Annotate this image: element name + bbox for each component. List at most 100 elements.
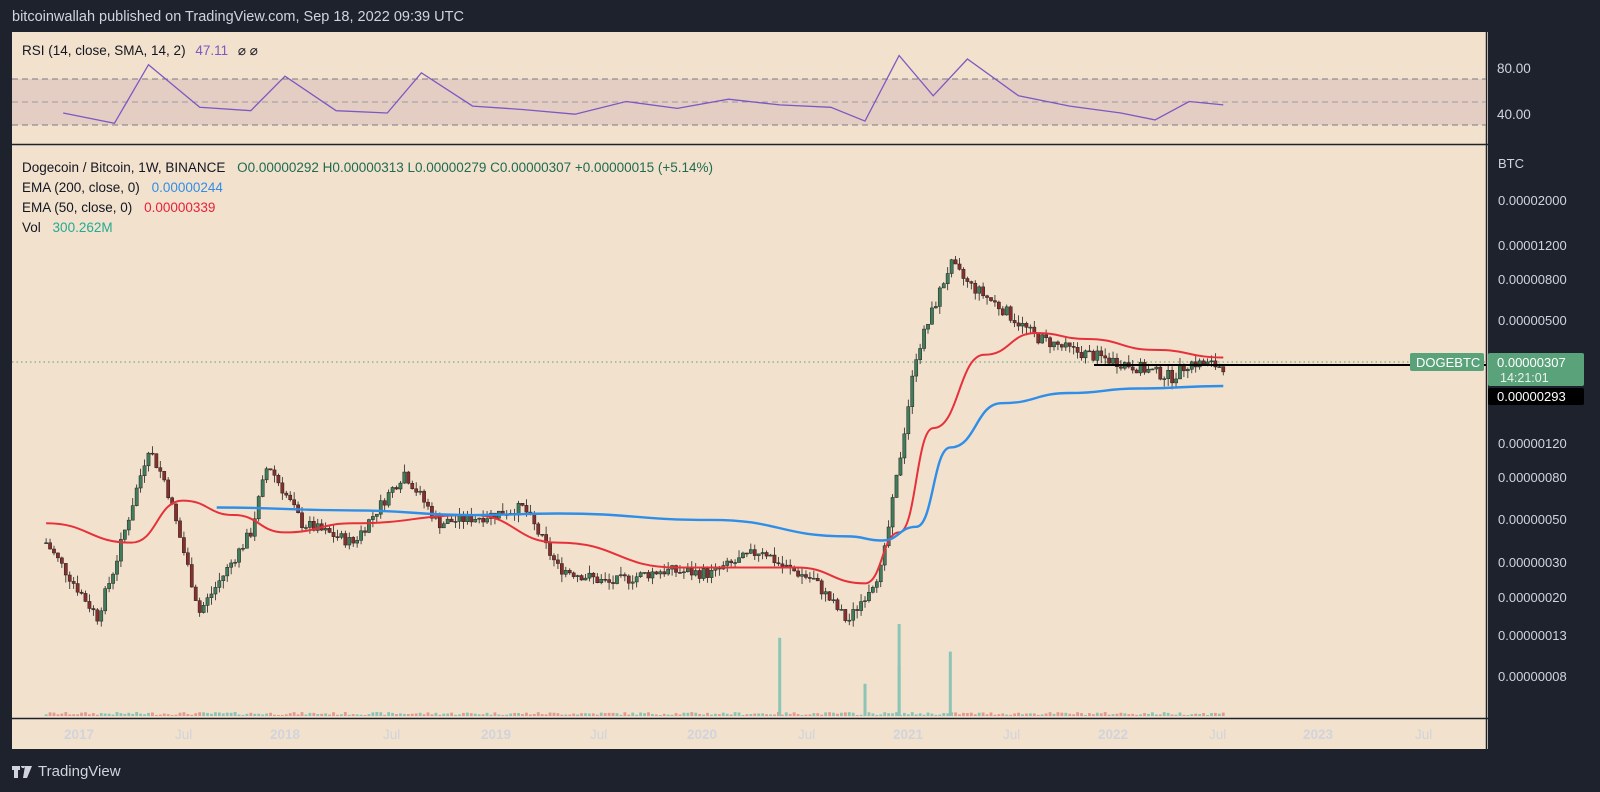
volume-bar <box>162 713 166 716</box>
candle <box>308 521 312 528</box>
candle <box>1067 342 1072 347</box>
volume-bar <box>977 712 981 716</box>
candle <box>481 517 485 523</box>
candle <box>575 575 580 577</box>
candle <box>52 548 56 554</box>
support-price: 0.00000293 <box>1497 389 1566 404</box>
volume-bar <box>1221 712 1225 716</box>
volume-bar <box>501 714 505 716</box>
candle <box>300 512 304 528</box>
volume-bar <box>552 712 556 716</box>
volume-bar <box>635 714 639 716</box>
candle <box>304 527 308 529</box>
volume-bar <box>1025 713 1028 716</box>
vol-label: Vol <box>22 220 41 235</box>
candle <box>1158 366 1163 380</box>
volume-bar <box>997 714 1001 716</box>
candle <box>398 482 403 490</box>
volume-bar <box>1127 714 1131 716</box>
volume-bar <box>623 712 627 716</box>
volume-bar <box>643 713 646 716</box>
volume-bar <box>147 712 150 716</box>
volume-bar <box>336 714 339 716</box>
volume-bar <box>241 714 245 716</box>
volume-bar <box>784 712 788 716</box>
volume-bar <box>221 713 225 716</box>
volume-bar <box>261 714 265 716</box>
volume-bar <box>906 714 910 716</box>
volume-bar <box>135 712 139 716</box>
candle <box>1170 370 1174 384</box>
candle <box>390 487 395 493</box>
candle <box>1154 366 1159 370</box>
ema50-line <box>46 331 1224 585</box>
volume-spike <box>897 665 901 716</box>
candle <box>847 619 852 622</box>
volume-bar <box>647 712 650 716</box>
candle <box>981 286 985 297</box>
candle <box>646 572 651 579</box>
volume-bar <box>847 712 851 716</box>
volume-bar <box>328 714 331 716</box>
candle <box>752 549 757 556</box>
candle <box>1028 326 1033 329</box>
candle <box>871 587 875 593</box>
ema50-value: 0.00000339 <box>144 200 216 215</box>
candle <box>745 552 749 555</box>
volume-bar <box>442 713 446 716</box>
candle <box>107 583 111 589</box>
time-tick: 2018 <box>270 727 301 742</box>
candle <box>1056 341 1060 345</box>
candle <box>922 328 926 349</box>
candle <box>130 505 135 521</box>
candle <box>941 283 946 289</box>
candle <box>536 523 541 535</box>
volume-bar <box>753 713 757 716</box>
price-tick: 0.00000008 <box>1498 669 1567 684</box>
volume-bar <box>666 714 670 716</box>
candle <box>1004 306 1009 316</box>
volume-bar <box>639 712 643 716</box>
last-price-bg <box>1488 353 1584 386</box>
candle <box>71 581 76 584</box>
volume-bar <box>1001 713 1005 716</box>
volume-bar <box>178 712 182 716</box>
candle <box>182 537 186 554</box>
candle <box>835 599 840 610</box>
volume-bar <box>296 714 300 716</box>
volume-bar <box>855 714 859 716</box>
volume-bar <box>595 714 599 716</box>
candle <box>811 577 816 580</box>
candle <box>552 555 556 561</box>
volume-bar <box>1210 712 1213 716</box>
tradingview-brand[interactable]: TradingView <box>12 763 121 780</box>
candle <box>560 563 564 575</box>
volume-bar <box>820 714 824 716</box>
candle <box>969 281 974 284</box>
volume-bar <box>839 712 843 716</box>
candle <box>339 533 344 538</box>
volume-bar <box>233 712 237 716</box>
volume-bar <box>88 714 91 716</box>
volume-bar <box>170 714 174 716</box>
candle <box>280 482 285 494</box>
volume-bar <box>556 713 560 716</box>
volume-bar <box>1174 714 1178 716</box>
volume-bar <box>958 714 961 716</box>
candle <box>75 583 80 593</box>
volume-bar <box>1028 713 1032 716</box>
volume-bar <box>95 714 99 716</box>
volume-bar <box>1119 712 1123 716</box>
vol-legend: Vol 300.262M <box>22 220 113 235</box>
candle <box>422 490 426 503</box>
candle <box>890 497 895 528</box>
candle <box>371 516 375 520</box>
volume-bar <box>84 712 87 716</box>
candle <box>87 601 92 609</box>
rsi-settings-icon[interactable]: ⌀ ⌀ <box>237 43 258 58</box>
candle <box>772 554 777 563</box>
volume-bar <box>131 713 135 716</box>
candle <box>1016 322 1021 327</box>
candle <box>819 580 824 595</box>
